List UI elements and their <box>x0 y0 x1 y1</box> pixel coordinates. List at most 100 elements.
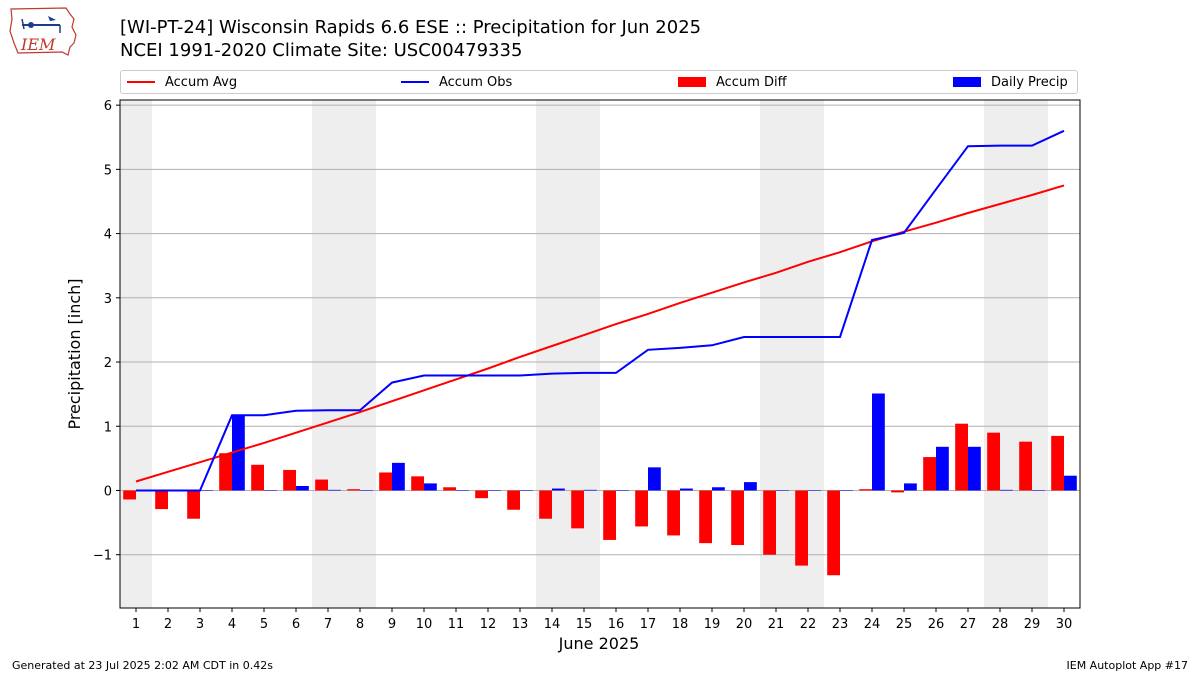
daily-precip-bar <box>872 393 885 491</box>
daily-precip-bar <box>552 488 565 491</box>
accum-diff-bar <box>827 490 840 576</box>
x-tick-label: 25 <box>896 617 913 632</box>
y-gridlines <box>120 104 1080 556</box>
y-tick-label: −1 <box>93 549 112 564</box>
daily-precip-bar <box>712 487 725 491</box>
daily-precip-bar <box>840 490 853 491</box>
x-tick-label: 3 <box>196 617 204 632</box>
x-tick-label: 19 <box>704 617 721 632</box>
daily-precip-bar <box>456 490 469 491</box>
legend-item-accum-diff: Accum Diff <box>678 71 787 93</box>
legend-item-daily-precip: Daily Precip <box>953 71 1068 93</box>
x-tick-label: 24 <box>864 617 881 632</box>
accum-diff-bar <box>763 490 776 555</box>
accum-diff-bar <box>283 469 296 491</box>
daily-precip-bar <box>904 483 917 491</box>
footer-generated: Generated at 23 Jul 2025 2:02 AM CDT in … <box>12 659 273 672</box>
x-tick-label: 9 <box>388 617 396 632</box>
accum-diff-bar <box>1019 441 1032 491</box>
line-series <box>135 129 1065 492</box>
x-tick-label: 20 <box>736 617 753 632</box>
y-tick-label: 0 <box>104 484 112 499</box>
plot-frame <box>119 99 1081 609</box>
daily-precip-bar <box>936 446 949 491</box>
x-tick-label: 6 <box>292 617 300 632</box>
x-tick-label: 5 <box>260 617 268 632</box>
legend-label-accum-diff: Accum Diff <box>716 74 787 90</box>
accum-obs-line <box>136 129 1065 492</box>
chart-subtitle: NCEI 1991-2020 Climate Site: USC00479335 <box>120 40 523 61</box>
legend-label-accum-obs: Accum Obs <box>439 74 513 90</box>
x-tick-label: 1 <box>132 617 140 632</box>
accum-diff-bar <box>539 490 552 519</box>
daily-precip-bar <box>648 467 661 491</box>
weekend-shade <box>312 100 344 608</box>
accum-diff-bar <box>891 490 904 493</box>
legend-swatch-avg <box>127 81 155 83</box>
x-tick-label: 29 <box>1024 617 1041 632</box>
daily-precip-bar <box>808 490 821 491</box>
weekend-shade <box>568 100 600 608</box>
x-tick-label: 8 <box>356 617 364 632</box>
daily-precip-bar <box>328 489 341 491</box>
bar-series <box>123 393 1077 576</box>
accum-diff-bar <box>923 457 936 491</box>
x-tick-label: 13 <box>512 617 529 632</box>
daily-precip-bar <box>1000 489 1013 491</box>
daily-precip-bar <box>520 490 533 491</box>
daily-precip-bar <box>424 483 437 491</box>
y-tick-label: 5 <box>104 163 112 178</box>
y-tick-label: 6 <box>104 99 112 114</box>
x-tick-label: 11 <box>448 617 465 632</box>
legend-swatch-diff <box>678 77 706 87</box>
weekend-shading <box>120 100 1048 608</box>
x-tick-label: 26 <box>928 617 945 632</box>
footer-app: IEM Autoplot App #17 <box>1066 659 1189 672</box>
x-tick-label: 16 <box>608 617 625 632</box>
legend-swatch-obs <box>401 81 429 83</box>
legend: Accum Avg Accum Obs Accum Diff Daily Pre… <box>120 70 1078 94</box>
x-tick-label: 7 <box>324 617 332 632</box>
iem-logo-icon: IEM <box>9 7 77 56</box>
accum-diff-bar <box>155 490 168 510</box>
daily-precip-bar <box>616 490 629 491</box>
accum-diff-bar <box>571 490 584 529</box>
daily-precip-bar <box>1032 490 1045 491</box>
x-tick-label: 17 <box>640 617 657 632</box>
x-tick-label: 15 <box>576 617 593 632</box>
accum-diff-bar <box>251 464 264 491</box>
accum-diff-bar <box>507 490 520 510</box>
x-tick-label: 23 <box>832 617 849 632</box>
accum-diff-bar <box>347 489 360 491</box>
accum-diff-bar <box>1051 435 1064 491</box>
accum-diff-bar <box>859 489 872 491</box>
daily-precip-bar <box>776 490 789 491</box>
daily-precip-bar <box>1064 475 1077 491</box>
daily-precip-bar <box>392 462 405 491</box>
y-tick-label: 1 <box>104 420 112 435</box>
accum-diff-bar <box>955 423 968 491</box>
accum-diff-bar <box>603 490 616 540</box>
x-axis-label: June 2025 <box>558 634 640 653</box>
weekend-shade <box>120 100 152 608</box>
x-tick-label: 30 <box>1056 617 1073 632</box>
x-tick-label: 14 <box>544 617 561 632</box>
x-tick-label: 10 <box>416 617 433 632</box>
legend-item-accum-obs: Accum Obs <box>401 71 512 93</box>
daily-precip-bar <box>360 490 373 491</box>
y-tick-label: 4 <box>104 228 112 243</box>
accum-diff-bar <box>123 490 136 500</box>
accum-diff-bar <box>731 490 744 546</box>
accum-diff-bar <box>187 490 200 519</box>
accum-diff-bar <box>699 490 712 544</box>
accum-diff-bar <box>667 490 680 536</box>
accum-diff-bar <box>219 453 232 491</box>
x-tick-label: 18 <box>672 617 689 632</box>
legend-label-daily-precip: Daily Precip <box>991 74 1068 90</box>
accum-diff-bar <box>411 476 424 491</box>
logo-text: IEM <box>20 35 56 54</box>
weekend-shade <box>984 100 1016 608</box>
chart-title: [WI-PT-24] Wisconsin Rapids 6.6 ESE :: P… <box>120 17 702 38</box>
